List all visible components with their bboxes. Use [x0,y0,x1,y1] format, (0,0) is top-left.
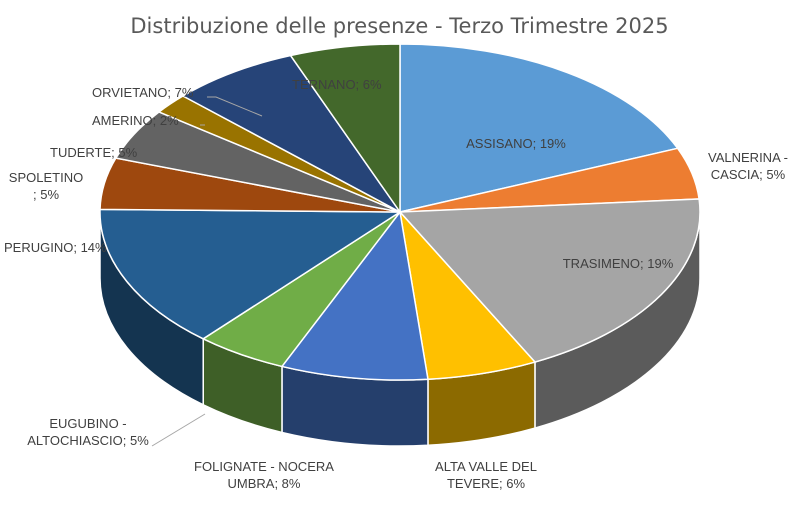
slice-label: ALTA VALLE DEL TEVERE; 6% [435,459,537,491]
slice-label: ASSISANO; 19% [466,136,566,151]
slice [399,43,679,213]
slice-label: FOLIGNATE - NOCERA UMBRA; 8% [194,459,334,491]
slice-label: EUGUBINO -ALTOCHIASCIO; 5% [27,416,149,448]
leader-line [151,413,206,447]
chart-title: Distribuzione delle presenze - Terzo Tri… [130,14,669,38]
slice [181,54,401,213]
slice-label: TUDERTE; 5% [50,145,138,160]
slice-label: SPOLETINO; 5% [9,170,83,202]
slice-label: AMERINO; 2% [92,113,179,128]
slice-label: TERNANO; 6% [292,77,382,92]
pie-labels: ASSISANO; 19% VALNERINA -CASCIA; 5% TRASIM… [4,77,788,491]
slice-label: TRASIMENO; 19% [563,256,674,271]
slice-label: PERUGINO; 14% [4,240,107,255]
slice-label: VALNERINA -CASCIA; 5% [708,150,788,182]
slice [289,43,401,215]
slice [99,208,403,340]
slice [398,198,701,363]
slice-label: ORVIETANO; 7% [92,85,194,100]
leader-line [207,96,263,117]
pie-tops [99,43,701,381]
slice [280,210,429,381]
pie-sides [99,211,701,447]
